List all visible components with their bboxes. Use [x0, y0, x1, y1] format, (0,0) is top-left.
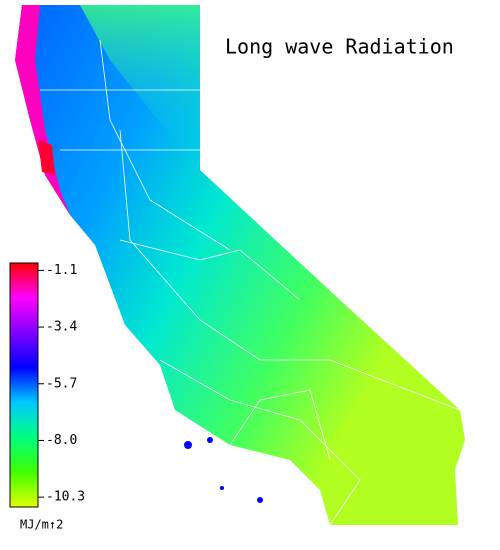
colorbar-tick-label: -8.0 [46, 433, 77, 448]
state-shape [15, 5, 465, 526]
map-title: Long wave Radiation [225, 35, 454, 59]
colorbar-tick-label: -5.7 [46, 376, 77, 391]
colorbar-tick-label: -10.3 [46, 490, 85, 505]
colorbar-tick-label: -3.4 [46, 320, 77, 335]
colorbar-tick-label: -1.1 [46, 263, 77, 278]
colorbar-unit: MJ/m↑2 [20, 518, 63, 532]
colorbar [9, 262, 39, 508]
